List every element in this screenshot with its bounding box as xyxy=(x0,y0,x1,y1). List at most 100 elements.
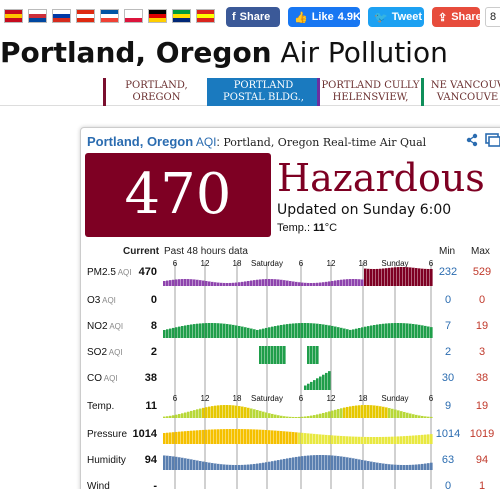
col-past-header: Past 48 hours data xyxy=(164,246,248,257)
series-bar xyxy=(388,408,391,418)
row-label: NO2 AQI xyxy=(87,321,123,332)
series-bar xyxy=(235,405,238,418)
series-bar xyxy=(352,329,355,338)
series-bar xyxy=(217,463,220,470)
series-bar xyxy=(172,415,175,418)
series-bar xyxy=(301,282,304,286)
windows-icon[interactable] xyxy=(485,133,500,147)
series-bar xyxy=(304,416,307,418)
series-bar xyxy=(400,464,403,470)
series-bar xyxy=(166,416,169,418)
series-bar xyxy=(250,328,253,338)
series-bar xyxy=(322,412,325,418)
series-bar xyxy=(250,280,253,286)
tick-label: 6 xyxy=(299,394,304,403)
series-bar xyxy=(172,279,175,286)
series-bar xyxy=(313,415,316,418)
series-bar xyxy=(271,326,274,338)
france-flag-icon[interactable] xyxy=(100,9,119,23)
poland-flag-icon[interactable] xyxy=(124,9,143,23)
tick-label: 6 xyxy=(173,394,178,403)
series-bar xyxy=(181,457,184,470)
station-tab-portland-cully[interactable]: PORTLAND CULLY HELENSVIEW, xyxy=(317,78,421,106)
series-bar xyxy=(313,380,316,390)
station-tab-ne-vancouver[interactable]: NE VANCOUV VANCOUVE xyxy=(421,78,500,106)
row-suffix: AQI xyxy=(115,268,132,277)
series-bar xyxy=(277,279,280,286)
series-bar xyxy=(184,431,187,444)
series-bar xyxy=(169,432,172,444)
series-bar xyxy=(403,267,406,286)
card-city-link[interactable]: Portland, Oregon xyxy=(87,134,194,149)
series-bar xyxy=(418,435,421,444)
series-bar xyxy=(166,432,169,444)
germany-flag-icon[interactable] xyxy=(148,9,167,23)
series-bar xyxy=(415,464,418,470)
facebook-like-button[interactable]: 👍 Like 4.9K xyxy=(288,7,361,27)
series-bar xyxy=(262,279,265,286)
series-bar xyxy=(322,282,325,286)
series-bar xyxy=(370,268,373,286)
row-min-value: 1014 xyxy=(435,428,461,440)
share-icon[interactable] xyxy=(465,133,479,147)
series-bar xyxy=(196,323,199,338)
series-bar xyxy=(181,413,184,418)
series-bar xyxy=(343,456,346,470)
series-bar xyxy=(409,435,412,444)
facebook-share-button[interactable]: f Share xyxy=(226,7,280,27)
series-bar xyxy=(295,323,298,338)
series-bar xyxy=(397,410,400,418)
col-max-header: Max xyxy=(471,246,490,257)
series-bar xyxy=(310,455,313,470)
station-tabs: PORTLAND, OREGON PORTLAND POSTAL BLDG., … xyxy=(0,78,500,106)
hongkong-flag-icon[interactable] xyxy=(76,9,95,23)
series-bar xyxy=(205,462,208,470)
series-bar xyxy=(352,279,355,286)
series-bar xyxy=(334,435,337,444)
brazil-flag-icon[interactable] xyxy=(172,9,191,23)
series-bar xyxy=(325,281,328,286)
series-bar xyxy=(187,324,190,338)
series-bar xyxy=(340,408,343,418)
series-bar xyxy=(241,464,244,470)
series-bar xyxy=(385,268,388,286)
vietnam-flag-icon[interactable] xyxy=(196,9,215,23)
row-name: Temp. xyxy=(87,401,115,412)
series-bar xyxy=(379,406,382,418)
row-name: Pressure xyxy=(87,429,128,440)
series-bar xyxy=(316,455,319,470)
series-bar xyxy=(313,323,316,338)
spain-flag-icon[interactable] xyxy=(4,9,23,23)
series-bar xyxy=(367,326,370,338)
row-current-value: 2 xyxy=(150,346,157,358)
series-bar xyxy=(247,280,250,286)
series-bar xyxy=(193,430,196,444)
series-bar xyxy=(334,409,337,418)
series-bar xyxy=(427,326,430,338)
series-bar xyxy=(421,415,424,418)
series-bar xyxy=(223,282,226,286)
series-bar xyxy=(346,329,349,338)
row-min-value: 232 xyxy=(438,266,458,278)
series-bar xyxy=(277,430,280,444)
series-bar xyxy=(319,455,322,470)
series-bar xyxy=(361,405,364,418)
series-bar xyxy=(292,323,295,338)
series-bar xyxy=(316,434,319,444)
series-bar xyxy=(208,406,211,418)
series-bar xyxy=(169,456,172,470)
series-bar xyxy=(175,456,178,470)
series-bar xyxy=(358,279,361,286)
russia-flag-icon[interactable] xyxy=(52,9,71,23)
share-button[interactable]: ⇪ Share xyxy=(432,7,482,27)
series-bar xyxy=(373,268,376,286)
station-tab-portland-oregon[interactable]: PORTLAND, OREGON xyxy=(103,78,207,106)
series-bar xyxy=(199,408,202,418)
series-bar xyxy=(301,323,304,338)
tweet-button[interactable]: 🐦 Tweet xyxy=(368,7,424,27)
station-tab-portland-postal[interactable]: PORTLAND POSTAL BLDG., xyxy=(207,78,317,106)
korea-flag-icon[interactable] xyxy=(28,9,47,23)
series-bar xyxy=(391,267,394,286)
series-bar xyxy=(331,455,334,470)
series-bar xyxy=(406,435,409,444)
